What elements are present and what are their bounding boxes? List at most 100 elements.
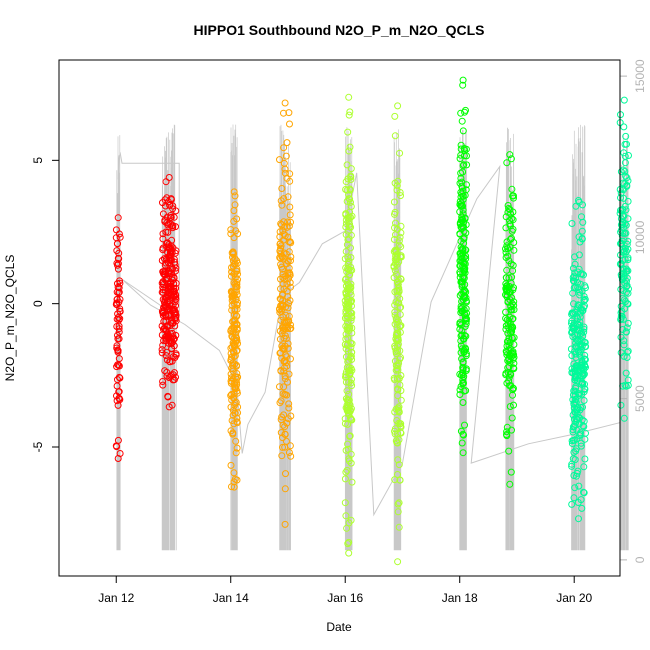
y2-tick-label: 15000 xyxy=(633,59,647,93)
data-point xyxy=(116,279,124,287)
data-point xyxy=(396,304,404,312)
data-point xyxy=(347,379,355,387)
data-point xyxy=(395,461,403,469)
data-point xyxy=(161,261,169,269)
data-point xyxy=(345,519,353,527)
data-point xyxy=(570,284,578,292)
data-point xyxy=(112,442,120,450)
data-point xyxy=(280,334,288,342)
data-point xyxy=(277,429,285,437)
data-point xyxy=(233,444,241,452)
data-point xyxy=(394,347,401,354)
data-point xyxy=(279,421,287,429)
data-point xyxy=(234,299,241,307)
data-point xyxy=(344,440,352,448)
data-point xyxy=(232,338,240,345)
data-point xyxy=(459,380,467,388)
data-point xyxy=(456,230,464,238)
data-point xyxy=(578,358,586,365)
data-point xyxy=(233,370,241,377)
data-point xyxy=(509,364,517,372)
y-axis-label: N2O_P_m_N2O_QCLS xyxy=(3,255,17,382)
data-point xyxy=(347,198,354,206)
data-point xyxy=(231,305,239,313)
data-point xyxy=(620,149,628,157)
data-point xyxy=(571,387,579,395)
data-point xyxy=(568,369,576,377)
data-point xyxy=(620,270,628,277)
data-point xyxy=(232,328,240,336)
data-point xyxy=(395,523,403,531)
data-point xyxy=(575,482,583,490)
data-point xyxy=(227,226,235,234)
data-point xyxy=(113,382,121,390)
data-point xyxy=(569,391,577,399)
data-point xyxy=(230,217,238,225)
data-point xyxy=(347,203,355,210)
data-point xyxy=(161,367,169,375)
data-point xyxy=(390,236,398,243)
data-point xyxy=(458,215,466,223)
data-point xyxy=(113,288,121,296)
data-point xyxy=(392,231,399,239)
data-point xyxy=(502,322,510,330)
data-point xyxy=(571,484,579,492)
data-point xyxy=(285,404,293,412)
data-point xyxy=(164,392,172,400)
data-point xyxy=(277,295,285,303)
series-jan-16 xyxy=(341,93,356,557)
data-point xyxy=(620,96,628,104)
data-point xyxy=(397,420,405,428)
data-point xyxy=(113,323,121,330)
series-jan-14 xyxy=(227,188,242,491)
data-point xyxy=(507,155,515,163)
data-point xyxy=(461,421,468,429)
data-point xyxy=(509,267,517,275)
data-point xyxy=(507,306,515,314)
data-point xyxy=(171,308,179,316)
data-point xyxy=(461,344,469,352)
data-point xyxy=(573,364,581,372)
x-tick-label: Jan 18 xyxy=(442,591,478,605)
data-point xyxy=(456,391,464,398)
data-point xyxy=(342,378,350,386)
data-point xyxy=(572,368,579,376)
data-point xyxy=(623,247,630,255)
data-point xyxy=(571,331,579,339)
data-point xyxy=(228,483,235,491)
data-point xyxy=(113,344,121,352)
data-point xyxy=(172,317,180,325)
data-point xyxy=(281,372,289,380)
data-point xyxy=(345,538,353,546)
data-point xyxy=(286,297,294,304)
data-point xyxy=(346,271,354,279)
data-point xyxy=(576,406,584,414)
data-point xyxy=(232,320,240,328)
data-point xyxy=(570,494,578,502)
data-point xyxy=(113,397,121,405)
data-point xyxy=(510,192,517,200)
data-point xyxy=(348,348,356,356)
data-point xyxy=(580,325,588,333)
data-point xyxy=(287,355,294,363)
data-point xyxy=(503,379,511,387)
data-point xyxy=(346,143,354,151)
data-point xyxy=(342,275,350,283)
data-point xyxy=(508,234,515,242)
data-point xyxy=(574,499,582,506)
data-point xyxy=(396,149,404,157)
data-point xyxy=(286,120,293,128)
data-point xyxy=(344,128,352,136)
data-point xyxy=(169,222,177,230)
series-jan-13 xyxy=(158,174,180,411)
data-point xyxy=(394,385,402,393)
data-point xyxy=(510,401,517,409)
data-point xyxy=(580,488,587,496)
data-point xyxy=(568,220,576,227)
data-point xyxy=(617,261,625,269)
data-point xyxy=(230,469,238,477)
data-point xyxy=(578,504,586,512)
data-point xyxy=(622,369,630,377)
data-point xyxy=(112,234,120,242)
